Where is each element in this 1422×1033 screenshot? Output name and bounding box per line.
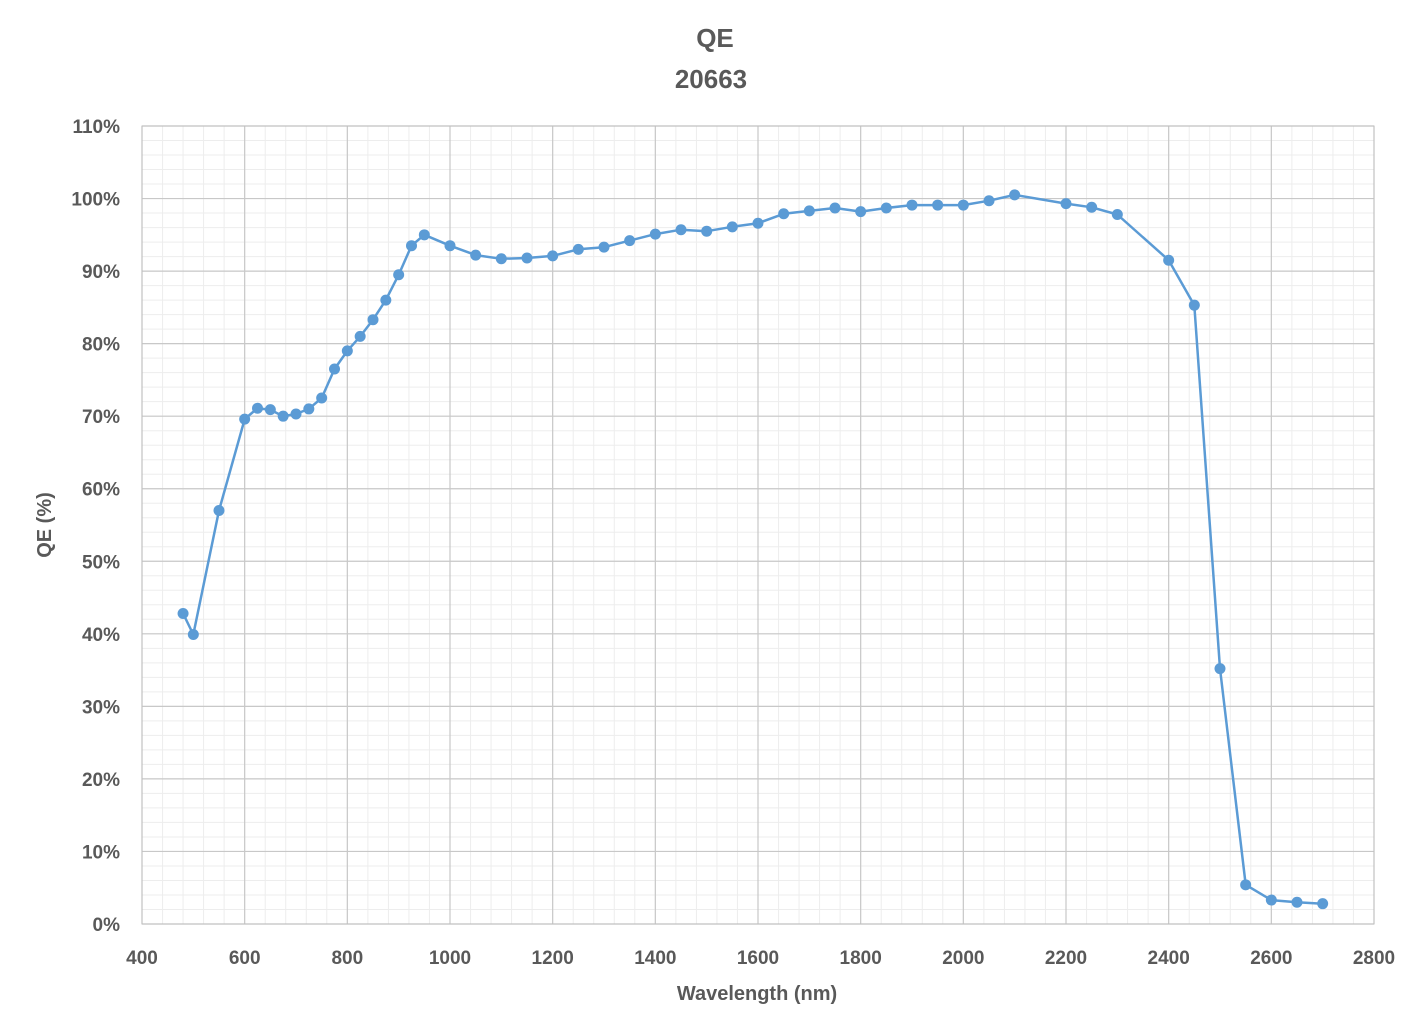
y-tick-label: 40% (82, 625, 120, 646)
data-point (380, 294, 392, 306)
data-point (1240, 879, 1252, 891)
data-point (906, 199, 918, 211)
data-point (1214, 663, 1226, 675)
data-point (957, 199, 969, 211)
data-point (1060, 198, 1072, 210)
data-point (444, 240, 456, 252)
x-tick-label: 1800 (840, 948, 882, 969)
data-point (983, 195, 995, 207)
data-point (277, 410, 289, 422)
data-point (572, 243, 584, 255)
data-point (778, 208, 790, 220)
data-point (855, 206, 867, 218)
plot-area-border (141, 125, 1375, 925)
data-point (252, 402, 263, 414)
x-tick-label: 1200 (532, 948, 574, 969)
qe-series (177, 189, 1329, 910)
y-tick-label: 20% (82, 770, 120, 791)
x-tick-label: 2600 (1250, 948, 1292, 969)
data-point (367, 314, 379, 326)
data-point (1291, 896, 1303, 908)
x-tick-label: 800 (331, 948, 363, 969)
y-tick-label: 50% (82, 552, 120, 573)
data-point (187, 629, 199, 641)
data-point (264, 404, 276, 416)
x-tick-label: 1000 (429, 948, 471, 969)
chart-subtitle: 20663 (675, 64, 747, 94)
y-tick-label: 30% (82, 697, 120, 718)
y-axis-label: QE (%) (34, 492, 56, 558)
data-point (329, 363, 340, 375)
chart-title: QE (696, 23, 734, 53)
x-axis-label: Wavelength (nm) (677, 983, 837, 1005)
data-point (880, 202, 892, 214)
data-point (726, 221, 738, 233)
data-point (829, 202, 841, 214)
data-point (624, 235, 636, 247)
data-point (1265, 894, 1277, 906)
y-tick-label: 80% (82, 335, 120, 356)
data-point (177, 608, 189, 620)
data-point (649, 228, 661, 240)
data-point (341, 345, 353, 357)
data-point (316, 392, 328, 404)
data-point (406, 240, 417, 252)
x-tick-label: 600 (229, 948, 261, 969)
y-tick-label: 0% (93, 915, 121, 936)
data-point (495, 253, 507, 265)
y-tick-label: 70% (82, 407, 120, 428)
data-point (1317, 898, 1329, 910)
data-point (213, 504, 225, 516)
x-tick-label: 2000 (942, 948, 984, 969)
major-gridlines (141, 125, 1375, 925)
data-point (701, 225, 713, 237)
y-tick-label: 60% (82, 480, 120, 501)
data-point (1009, 189, 1021, 201)
data-point (1086, 201, 1098, 213)
y-tick-label: 10% (82, 842, 120, 863)
data-point (1188, 299, 1200, 311)
x-tick-label: 2400 (1148, 948, 1190, 969)
y-tick-label: 100% (71, 190, 120, 211)
series-line (181, 193, 1323, 905)
data-point (752, 217, 764, 229)
data-point (1111, 209, 1123, 221)
data-point (803, 205, 815, 217)
data-point (303, 403, 315, 415)
data-point (675, 224, 687, 236)
x-tick-label: 1400 (634, 948, 676, 969)
data-point (418, 229, 430, 241)
y-axis-ticks: 0% 10% 20% 30% 40% 50% 60% 70% 80% 90% 100% 110% (71, 117, 120, 936)
x-tick-label: 2200 (1045, 948, 1087, 969)
data-point (521, 252, 533, 264)
data-point (598, 241, 610, 253)
data-point (239, 413, 251, 425)
y-tick-label: 110% (72, 117, 120, 138)
y-tick-label: 90% (82, 262, 120, 283)
data-point (470, 249, 482, 261)
data-point (547, 250, 559, 262)
data-point (290, 408, 302, 420)
data-point (932, 199, 944, 211)
x-tick-label: 1600 (737, 948, 779, 969)
x-tick-label: 400 (126, 948, 158, 969)
x-tick-label: 2800 (1353, 948, 1395, 969)
data-point (354, 330, 366, 342)
data-point (393, 269, 405, 281)
x-axis-ticks: 400 600 800 1000 1200 1400 1600 1800 2000 2200 240… (126, 948, 1395, 969)
data-point (1163, 254, 1175, 266)
